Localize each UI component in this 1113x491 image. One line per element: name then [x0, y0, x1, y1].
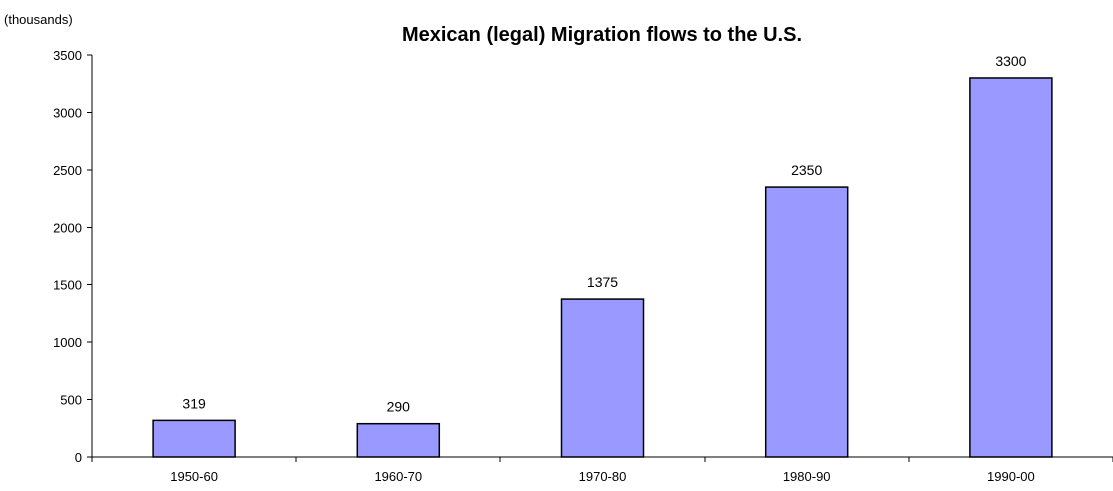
data-label: 290	[387, 399, 411, 415]
x-tick-label: 1960-70	[374, 469, 422, 484]
y-tick-label: 3000	[53, 105, 82, 120]
data-label: 1375	[587, 274, 618, 290]
bars	[153, 78, 1052, 457]
bar-1990-00	[970, 78, 1052, 457]
y-tick-label: 3500	[53, 48, 82, 63]
y-tick-label: 0	[75, 450, 82, 465]
y-axis: 0 500 1000 1500 2000 2500 3000 3500	[53, 48, 92, 465]
x-axis: 1950-60 1960-70 1970-80 1980-90 1990-00	[92, 457, 1113, 484]
y-tick-label: 1500	[53, 278, 82, 293]
x-tick-label: 1970-80	[579, 469, 627, 484]
y-tick-label: 500	[60, 393, 82, 408]
bar-1970-80	[562, 299, 644, 457]
x-tick-label: 1950-60	[170, 469, 218, 484]
bar-1980-90	[766, 187, 848, 457]
data-label: 3300	[995, 53, 1026, 69]
x-tick-label: 1980-90	[783, 469, 831, 484]
y-tick-label: 2500	[53, 163, 82, 178]
y-axis-unit-label: (thousands)	[4, 12, 73, 27]
chart-title: Mexican (legal) Migration flows to the U…	[402, 24, 802, 46]
bar-1950-60	[153, 420, 235, 457]
data-label: 319	[182, 395, 206, 411]
y-tick-label: 1000	[53, 335, 82, 350]
x-tick-label: 1990-00	[987, 469, 1035, 484]
y-tick-label: 2000	[53, 220, 82, 235]
data-label: 2350	[791, 162, 822, 178]
bar-1960-70	[357, 424, 439, 457]
